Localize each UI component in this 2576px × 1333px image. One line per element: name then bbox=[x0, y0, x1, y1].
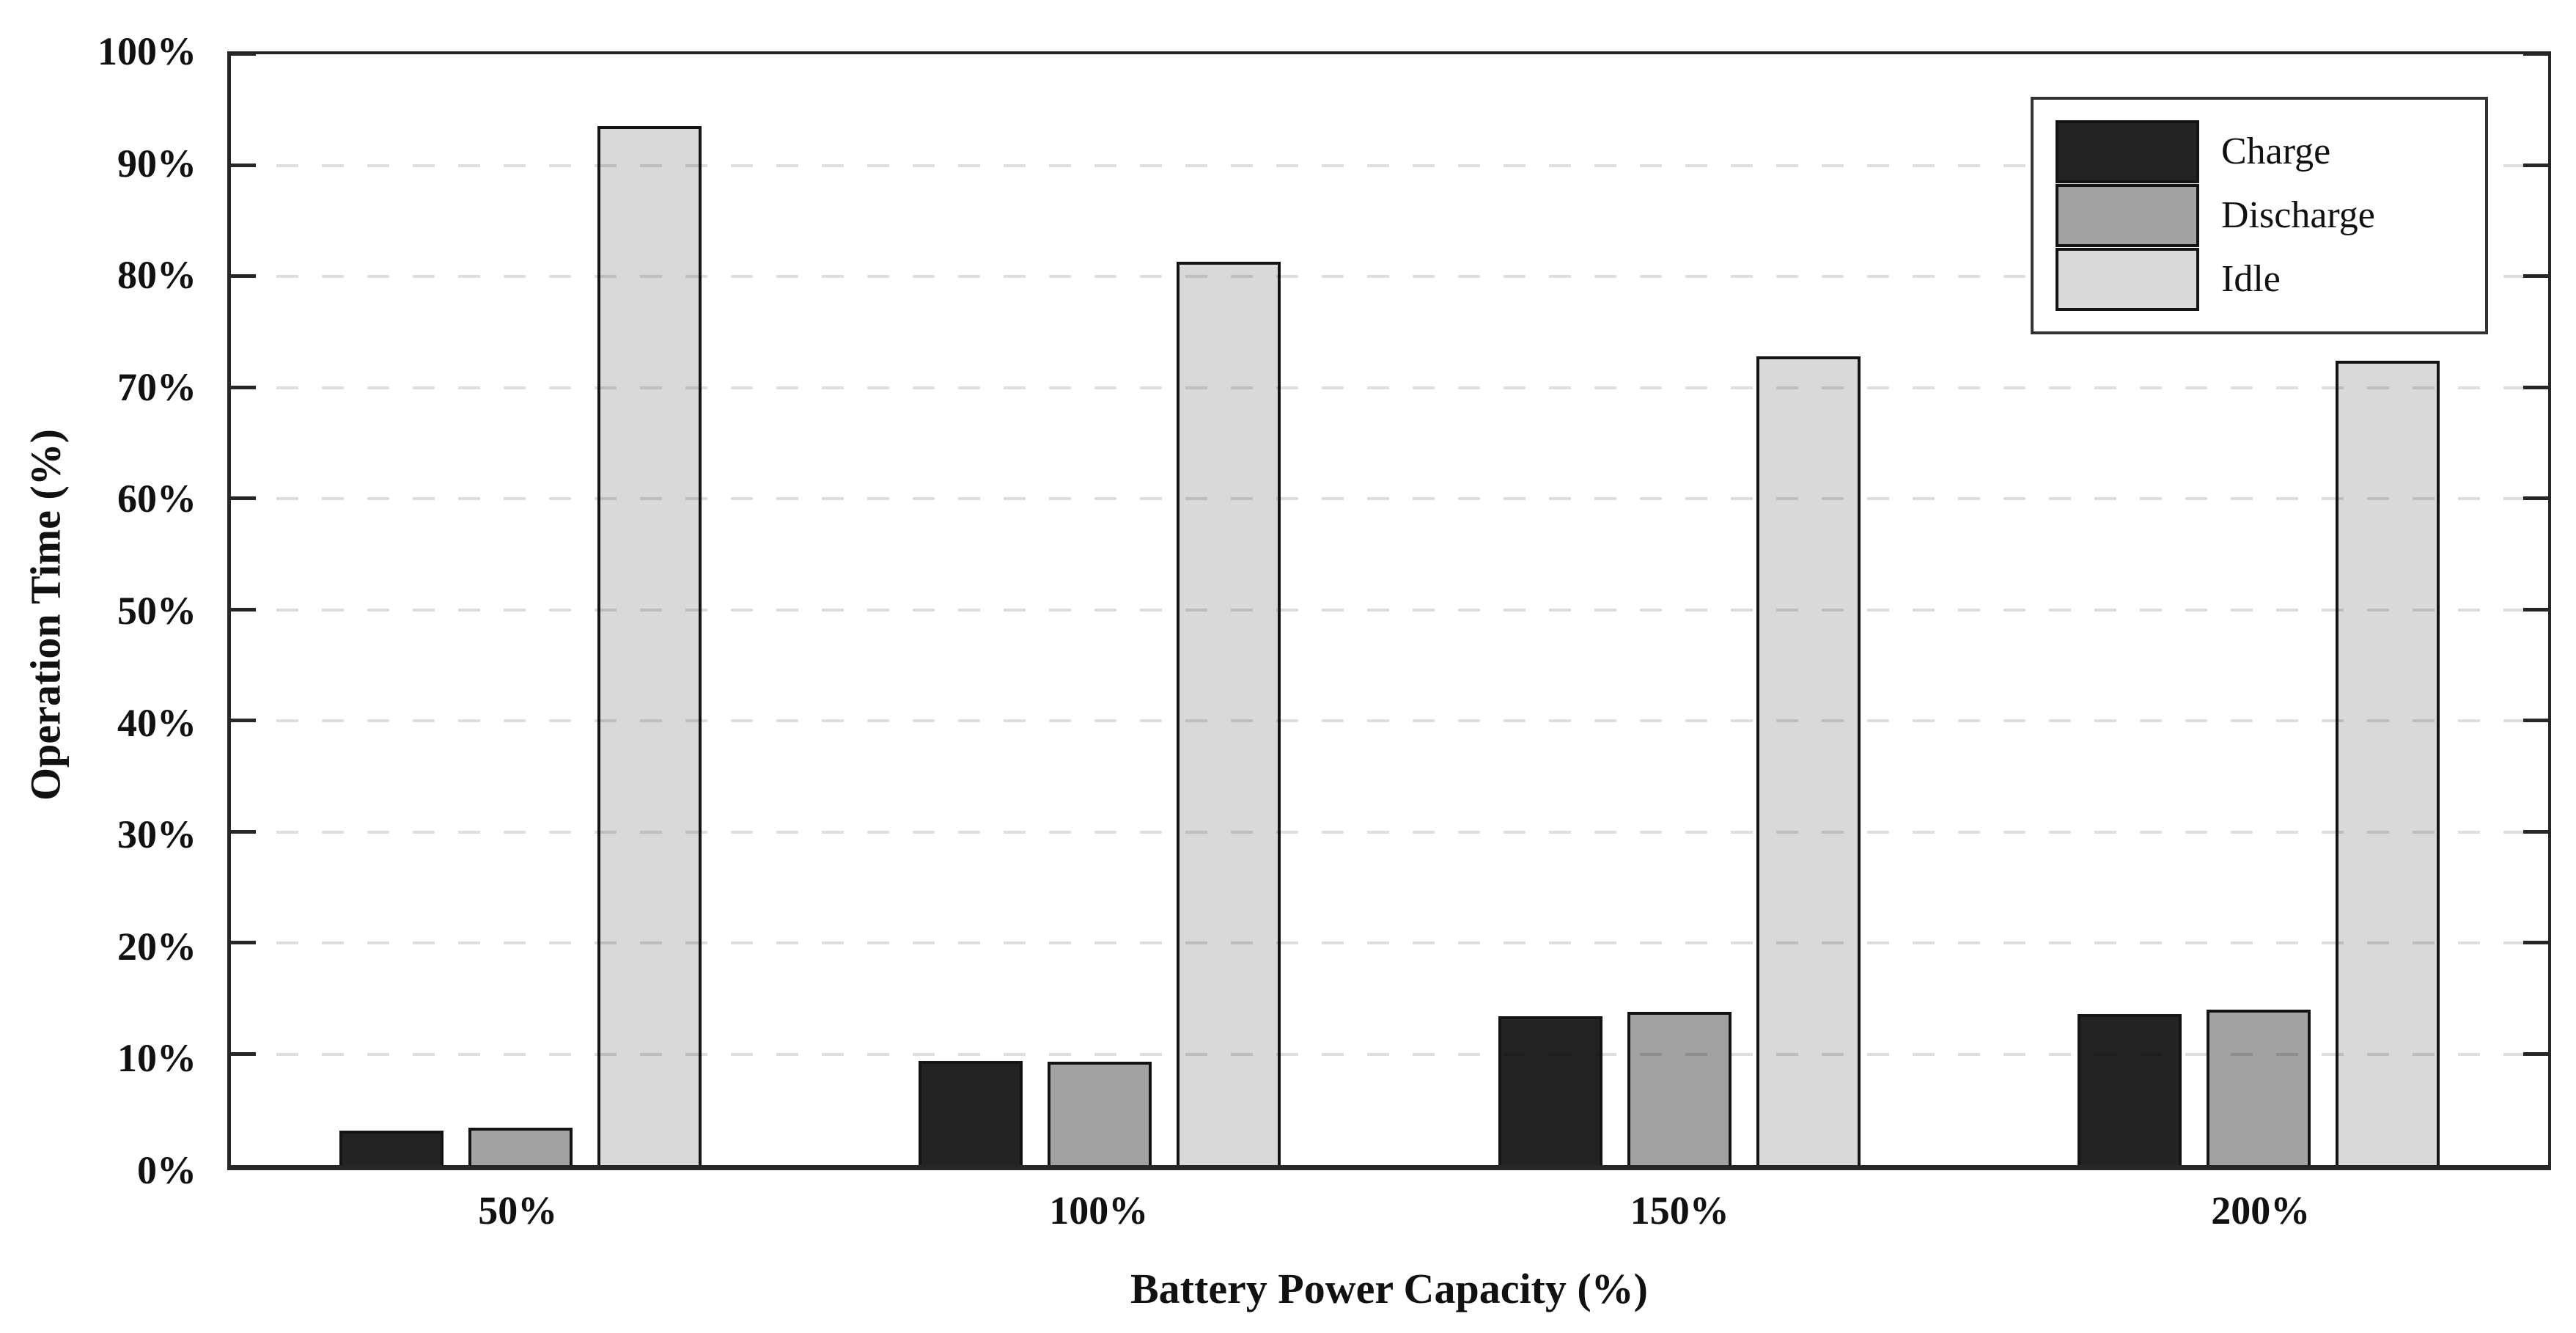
bar-charge-100% bbox=[919, 1060, 1023, 1165]
x-tick-label-50%: 50% bbox=[478, 1189, 558, 1233]
bar-group-200% bbox=[1969, 54, 2548, 1165]
x-tick-label-100%: 100% bbox=[1049, 1189, 1149, 1233]
bar-discharge-150% bbox=[1627, 1011, 1732, 1165]
y-tick-label-10: 10% bbox=[117, 1036, 196, 1081]
bar-charge-150% bbox=[1498, 1016, 1602, 1165]
legend-swatch-discharge bbox=[2056, 184, 2199, 247]
legend-label-discharge: Discharge bbox=[2221, 194, 2375, 236]
legend-label-charge: Charge bbox=[2221, 131, 2331, 172]
bar-idle-100% bbox=[1177, 262, 1281, 1165]
bar-charge-200% bbox=[2077, 1013, 2182, 1165]
plot-area bbox=[227, 51, 2551, 1170]
bar-group-150% bbox=[1390, 54, 1969, 1165]
y-tick-label-80: 80% bbox=[117, 253, 196, 298]
y-tick-label-20: 20% bbox=[117, 924, 196, 969]
legend-swatch-idle bbox=[2056, 248, 2199, 311]
x-axis-title: Battery Power Capacity (%) bbox=[1130, 1265, 1648, 1312]
x-tick-label-200%: 200% bbox=[2211, 1189, 2311, 1233]
legend-item-discharge: Discharge bbox=[2056, 184, 2463, 247]
y-tick-label-60: 60% bbox=[117, 477, 196, 521]
bars-layer bbox=[231, 54, 2548, 1165]
bar-idle-150% bbox=[1756, 356, 1861, 1165]
bar-discharge-200% bbox=[2206, 1009, 2311, 1165]
bar-charge-50% bbox=[339, 1131, 444, 1165]
y-tick-label-40: 40% bbox=[117, 700, 196, 745]
x-axis-tick-labels: 50% 100% 150% 200% bbox=[227, 1188, 2551, 1233]
y-tick-label-70: 70% bbox=[117, 364, 196, 409]
bar-idle-50% bbox=[597, 126, 702, 1165]
bar-discharge-50% bbox=[468, 1127, 573, 1165]
legend-swatch-charge bbox=[2056, 120, 2199, 183]
y-tick-label-90: 90% bbox=[117, 141, 196, 186]
bar-discharge-100% bbox=[1048, 1062, 1152, 1165]
legend-item-idle: Idle bbox=[2056, 248, 2463, 311]
legend-item-charge: Charge bbox=[2056, 120, 2463, 183]
bar-idle-200% bbox=[2335, 361, 2440, 1165]
bar-group-100% bbox=[810, 54, 1389, 1165]
y-tick-label-50: 50% bbox=[117, 589, 196, 633]
x-tick-label-150%: 150% bbox=[1630, 1189, 1729, 1233]
bar-group-50% bbox=[231, 54, 810, 1165]
y-tick-label-100: 100% bbox=[97, 29, 196, 73]
y-tick-label-30: 30% bbox=[117, 812, 196, 857]
y-tick-label-0: 0% bbox=[137, 1148, 196, 1192]
legend: Charge Discharge Idle bbox=[2031, 97, 2488, 334]
legend-label-idle: Idle bbox=[2221, 258, 2281, 300]
